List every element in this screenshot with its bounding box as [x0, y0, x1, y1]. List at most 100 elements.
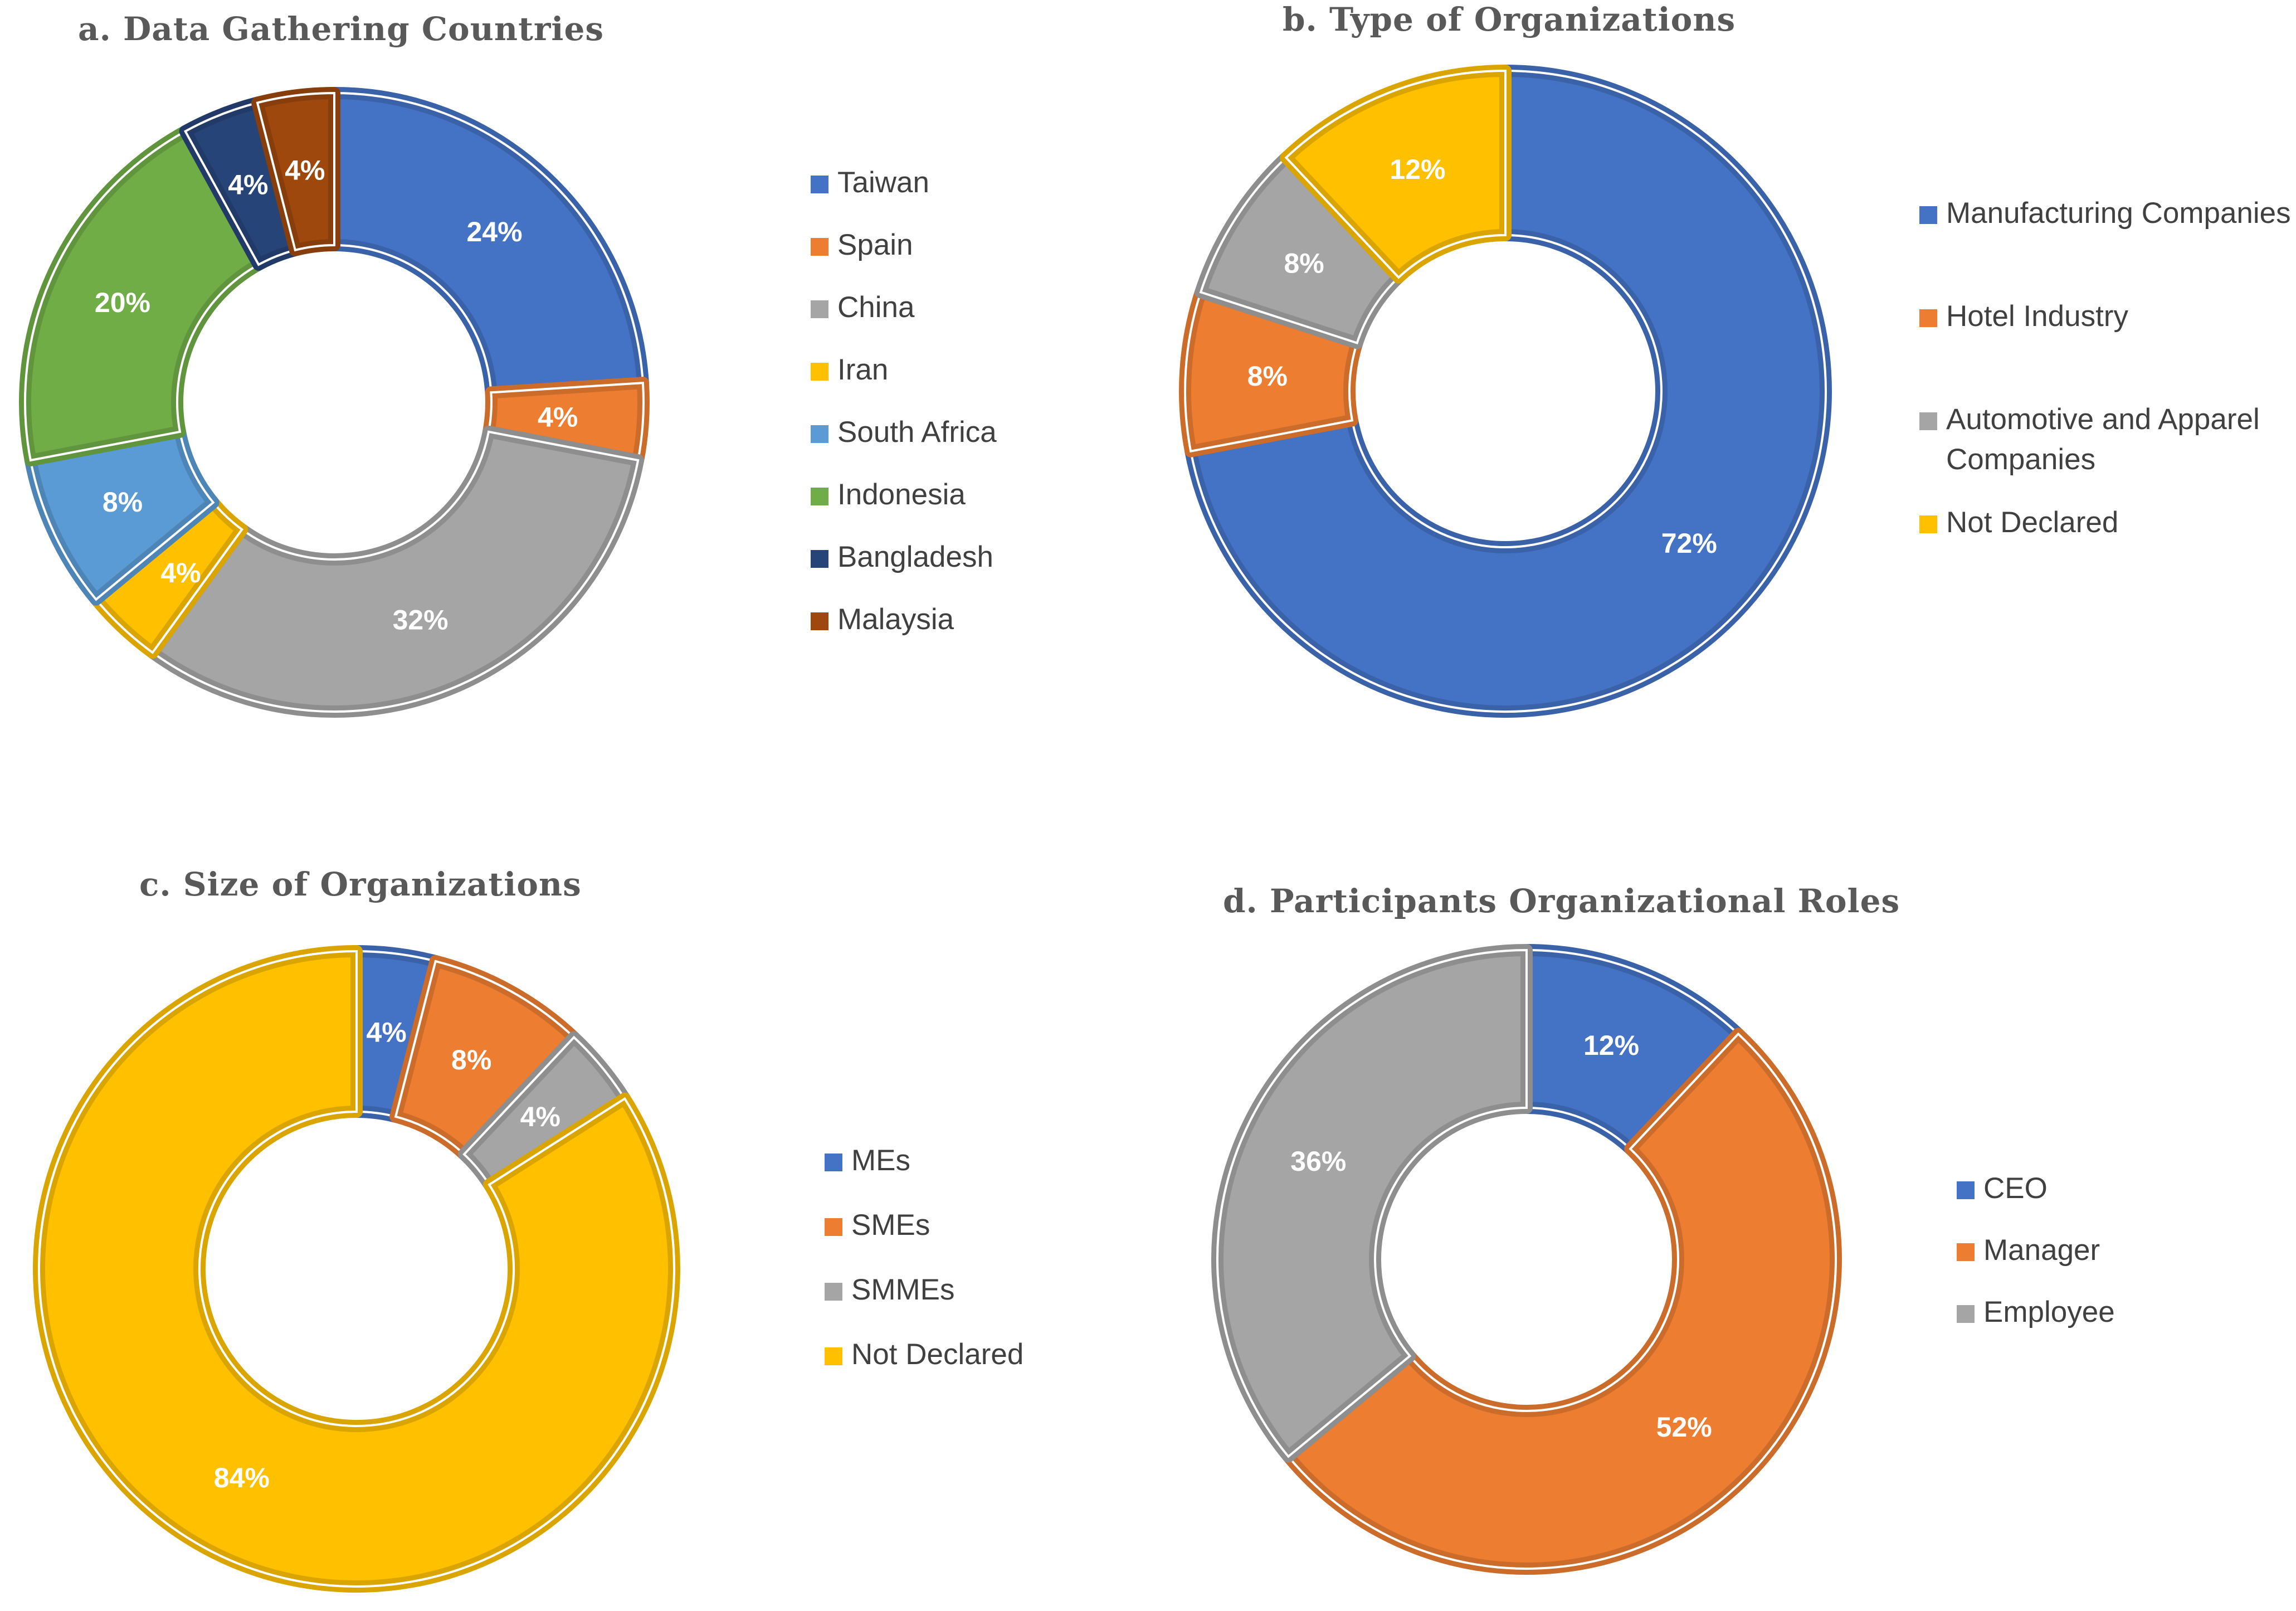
slice-value-label: 4%: [160, 557, 201, 588]
legend-item-smes[interactable]: SMEs: [825, 1209, 930, 1242]
legend-label: Indonesia: [837, 478, 966, 511]
legend-label: Spain: [837, 228, 913, 261]
legend-swatch: [825, 1283, 842, 1301]
legend-item-mes[interactable]: MEs: [825, 1144, 910, 1177]
slice-separator: [150, 430, 640, 713]
donut-chart-d: d. Participants Organizational Roles 12% 5…: [1211, 882, 2115, 1575]
legend-swatch: [811, 238, 828, 256]
legend: Manufacturing Companies Hotel Industry Aut…: [1919, 197, 2291, 539]
donut-chart-c: c. Size of Organizations 4% 8% 4% 84% MEs SMEs…: [33, 865, 1023, 1593]
slice-separator: [256, 91, 335, 252]
legend-label: Employee: [1983, 1296, 2115, 1328]
legend-swatch: [1919, 412, 1937, 430]
slice-value-label: 4%: [538, 401, 578, 432]
legend-label: SMMEs: [851, 1273, 955, 1306]
legend-item-iran[interactable]: Iran: [811, 353, 888, 386]
legend-label: Not Declared: [1946, 506, 2118, 539]
slice-value-label: 8%: [451, 1044, 491, 1075]
legend-swatch: [1957, 1181, 1975, 1199]
slice-value-label: 8%: [1247, 361, 1288, 392]
slice-value-label: 4%: [285, 154, 325, 186]
legend-label: Not Declared: [851, 1338, 1023, 1371]
slice-value-label: 8%: [103, 486, 143, 518]
legend-swatch: [825, 1154, 842, 1171]
donut-chart-b: b. Type of Organizations 72% 8% 8% 12% Manufa…: [1179, 1, 2291, 718]
legend-item-spain[interactable]: Spain: [811, 228, 913, 261]
legend-label: Hotel Industry: [1946, 300, 2128, 333]
donut-chart-a: a. Data Gathering Countries 24% 4% 32% 4% 8% 2…: [19, 10, 997, 718]
legend-swatch: [1957, 1243, 1975, 1261]
legend: MEs SMEs SMMEs Not Declared: [825, 1144, 1023, 1371]
legend-item-manager[interactable]: Manager: [1957, 1234, 2100, 1267]
legend-item-bangladesh[interactable]: Bangladesh: [811, 541, 993, 573]
chart-title: c. Size of Organizations: [139, 865, 582, 903]
legend-label: Manager: [1983, 1234, 2100, 1267]
legend-label: China: [837, 291, 915, 324]
legend-swatch: [1919, 206, 1937, 224]
slice-employee[interactable]: [1211, 944, 1533, 1463]
slice-separator: [1525, 948, 1740, 1151]
slice-separator: [1284, 69, 1507, 279]
legend-swatch: [811, 363, 828, 381]
legend-swatch: [811, 550, 828, 568]
slice-value-label: 84%: [214, 1462, 270, 1493]
legend-item-not-declared[interactable]: Not Declared: [1919, 506, 2118, 539]
legend-swatch: [811, 176, 828, 193]
legend-swatch: [825, 1218, 842, 1236]
legend-item-indonesia[interactable]: Indonesia: [811, 478, 966, 511]
slice-value-label: 72%: [1661, 528, 1717, 559]
slice-separator: [1189, 69, 1827, 713]
slice-value-label: 12%: [1583, 1030, 1639, 1061]
slice-value-label: 12%: [1390, 154, 1445, 185]
slice-china[interactable]: [146, 425, 645, 718]
legend-label: SMEs: [851, 1209, 930, 1242]
slice-separator: [333, 91, 645, 394]
slice-value-label: 4%: [520, 1101, 560, 1132]
slice-value-label: 24%: [466, 216, 522, 247]
legend-item-south-africa[interactable]: South Africa: [811, 416, 997, 449]
slice-separator: [1286, 1032, 1837, 1570]
legend-label: Automotive and Apparel: [1946, 403, 2260, 436]
legend-item-hotel-industry[interactable]: Hotel Industry: [1919, 300, 2128, 333]
legend-swatch: [811, 612, 828, 630]
chart-title: d. Participants Organizational Roles: [1223, 882, 1900, 920]
legend-item-smmes[interactable]: SMMEs: [825, 1273, 955, 1306]
legend-item-ceo[interactable]: CEO: [1957, 1172, 2048, 1205]
slice-value-label: 4%: [228, 169, 268, 200]
chart-title: a. Data Gathering Countries: [78, 10, 604, 48]
legend-label: Taiwan: [837, 166, 929, 199]
slice-separator: [38, 950, 675, 1588]
legend-swatch: [1919, 309, 1937, 327]
legend-swatch: [825, 1347, 842, 1365]
legend-swatch: [811, 488, 828, 505]
legend-label: Manufacturing Companies: [1946, 197, 2291, 230]
slice-value-label: 52%: [1656, 1412, 1712, 1443]
legend: CEO Manager Employee: [1957, 1172, 2115, 1328]
legend-label: Iran: [837, 353, 888, 386]
legend-item-malaysia[interactable]: Malaysia: [811, 603, 954, 636]
slice-value-label: 20%: [95, 287, 150, 318]
legend-label: MEs: [851, 1144, 910, 1177]
slice-separator: [1216, 948, 1528, 1458]
slice-value-label: 36%: [1290, 1146, 1346, 1177]
legend-item-not-declared[interactable]: Not Declared: [825, 1338, 1023, 1371]
slice-value-label: 8%: [1284, 248, 1324, 279]
legend-label: Companies: [1946, 443, 2095, 476]
chart-title: b. Type of Organizations: [1283, 1, 1736, 38]
legend-swatch: [1919, 515, 1937, 533]
legend-item-taiwan[interactable]: Taiwan: [811, 166, 929, 199]
legend-label: Bangladesh: [837, 541, 993, 573]
legend-item-china[interactable]: China: [811, 291, 915, 324]
legend-label: South Africa: [837, 416, 997, 449]
legend-swatch: [811, 425, 828, 443]
slice-separator: [24, 129, 260, 462]
legend-label: Malaysia: [837, 603, 954, 636]
legend-swatch: [811, 300, 828, 318]
slice-value-label: 4%: [367, 1016, 407, 1048]
legend-item-employee[interactable]: Employee: [1957, 1296, 2115, 1328]
legend-swatch: [1957, 1305, 1975, 1323]
legend-item-manufacturing-companies[interactable]: Manufacturing Companies: [1919, 197, 2291, 230]
legend-item-automotive-and-apparel-companies[interactable]: Automotive and Apparel Companies: [1919, 403, 2260, 476]
legend-label: CEO: [1983, 1172, 2048, 1205]
